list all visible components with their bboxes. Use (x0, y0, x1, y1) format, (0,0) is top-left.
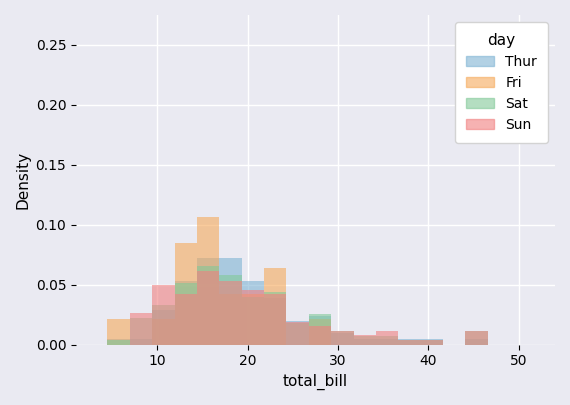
Bar (309, 314, 331, 345)
Bar (130, 318, 152, 345)
Bar (353, 335, 376, 345)
Bar (107, 339, 130, 345)
Bar (219, 275, 242, 345)
Bar (264, 298, 287, 345)
Bar (174, 294, 197, 345)
Bar (242, 296, 264, 345)
Bar (242, 294, 264, 345)
Bar (421, 340, 443, 345)
Bar (219, 294, 242, 345)
Bar (309, 326, 331, 345)
Bar (466, 339, 488, 345)
Bar (107, 340, 130, 345)
Bar (466, 331, 488, 345)
Bar (242, 290, 264, 345)
Bar (174, 284, 197, 345)
Bar (152, 319, 174, 345)
Bar (309, 319, 331, 345)
Bar (376, 339, 398, 345)
Bar (174, 281, 197, 345)
Y-axis label: Density: Density (15, 151, 30, 209)
Bar (264, 268, 287, 345)
Bar (331, 331, 353, 345)
Bar (287, 322, 309, 345)
Bar (287, 323, 309, 345)
Bar (353, 336, 376, 345)
Bar (353, 339, 376, 345)
Bar (309, 316, 331, 345)
Bar (264, 294, 287, 345)
Bar (197, 258, 219, 345)
Bar (152, 310, 174, 345)
Bar (421, 340, 443, 345)
Bar (219, 258, 242, 345)
Bar (152, 305, 174, 345)
Bar (197, 266, 219, 345)
X-axis label: total_bill: total_bill (283, 374, 348, 390)
Bar (398, 339, 421, 345)
Bar (376, 336, 398, 345)
Bar (466, 331, 488, 345)
Bar (130, 339, 152, 345)
Bar (376, 331, 398, 345)
Bar (421, 339, 443, 345)
Bar (264, 292, 287, 345)
Bar (197, 271, 219, 345)
Legend: Thur, Fri, Sat, Sun: Thur, Fri, Sat, Sun (455, 22, 548, 143)
Bar (130, 313, 152, 345)
Bar (242, 281, 264, 345)
Bar (331, 331, 353, 345)
Bar (398, 340, 421, 345)
Bar (219, 281, 242, 345)
Bar (398, 340, 421, 345)
Bar (197, 217, 219, 345)
Bar (174, 243, 197, 345)
Bar (107, 319, 130, 345)
Bar (287, 322, 309, 345)
Bar (331, 333, 353, 345)
Bar (152, 285, 174, 345)
